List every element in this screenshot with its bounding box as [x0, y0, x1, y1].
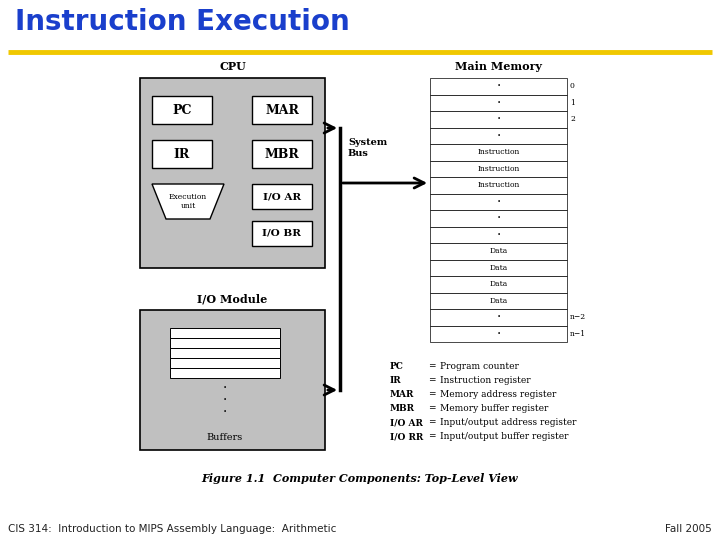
Text: 1: 1: [570, 99, 575, 107]
Text: ·: ·: [496, 96, 500, 110]
Bar: [252, 96, 312, 124]
Bar: [430, 160, 567, 177]
Text: ·: ·: [496, 211, 500, 225]
Bar: [430, 94, 567, 111]
Text: I/O AR: I/O AR: [263, 192, 301, 201]
Bar: [430, 210, 567, 226]
Text: =: =: [428, 418, 436, 427]
Text: MBR: MBR: [390, 404, 415, 413]
Text: MAR: MAR: [390, 390, 415, 399]
Bar: [430, 326, 567, 342]
Text: n−1: n−1: [570, 330, 586, 338]
Text: Buffers: Buffers: [207, 434, 243, 442]
Text: Execution
unit: Execution unit: [169, 193, 207, 210]
Text: 0: 0: [570, 82, 575, 90]
Bar: [430, 111, 567, 127]
Text: =: =: [428, 362, 436, 371]
Text: n−2: n−2: [570, 313, 586, 321]
Text: MAR: MAR: [265, 104, 299, 117]
Text: Instruction register: Instruction register: [440, 376, 531, 385]
Bar: [430, 193, 567, 210]
Text: Main Memory: Main Memory: [455, 61, 542, 72]
Text: PC: PC: [390, 362, 404, 371]
Bar: [430, 144, 567, 160]
Bar: [152, 140, 212, 168]
Bar: [170, 368, 280, 378]
Bar: [252, 221, 312, 246]
Text: ·: ·: [496, 327, 500, 341]
Text: Figure 1.1  Computer Components: Top-Level View: Figure 1.1 Computer Components: Top-Leve…: [202, 473, 518, 484]
Text: Instruction Execution: Instruction Execution: [15, 8, 350, 36]
Bar: [430, 226, 567, 243]
Bar: [252, 184, 312, 209]
Text: Program counter: Program counter: [440, 362, 519, 371]
Text: Input/output buffer register: Input/output buffer register: [440, 432, 569, 441]
Text: Instruction: Instruction: [477, 181, 520, 189]
Bar: [430, 276, 567, 293]
Text: Instruction: Instruction: [477, 148, 520, 156]
Bar: [152, 96, 212, 124]
Text: I/O BR: I/O BR: [263, 229, 302, 238]
Text: 2: 2: [570, 115, 575, 123]
Bar: [430, 309, 567, 326]
Text: I/O AR: I/O AR: [390, 418, 423, 427]
Bar: [170, 358, 280, 368]
Bar: [430, 127, 567, 144]
Text: CPU: CPU: [219, 61, 246, 72]
Text: Input/output address register: Input/output address register: [440, 418, 577, 427]
Text: Data: Data: [490, 264, 508, 272]
Text: ·: ·: [222, 405, 228, 419]
Text: Data: Data: [490, 247, 508, 255]
Text: Fall 2005: Fall 2005: [665, 524, 712, 534]
Text: IR: IR: [390, 376, 402, 385]
Text: ·: ·: [496, 79, 500, 93]
Text: Memory address register: Memory address register: [440, 390, 557, 399]
Text: Data: Data: [490, 280, 508, 288]
Bar: [252, 140, 312, 168]
Text: =: =: [428, 404, 436, 413]
Text: PC: PC: [172, 104, 192, 117]
Bar: [430, 177, 567, 193]
Text: Instruction: Instruction: [477, 165, 520, 173]
Bar: [430, 260, 567, 276]
Text: I/O Module: I/O Module: [197, 293, 268, 304]
Text: =: =: [428, 376, 436, 385]
Text: ·: ·: [496, 112, 500, 126]
Bar: [430, 293, 567, 309]
Bar: [140, 78, 325, 268]
Text: I/O RR: I/O RR: [390, 432, 423, 441]
Text: System
Bus: System Bus: [348, 138, 387, 158]
Polygon shape: [152, 184, 224, 219]
Text: =: =: [428, 390, 436, 399]
Text: ·: ·: [496, 310, 500, 324]
Bar: [140, 310, 325, 450]
Text: =: =: [428, 432, 436, 441]
Text: MBR: MBR: [265, 147, 300, 160]
Text: Data: Data: [490, 297, 508, 305]
Bar: [170, 338, 280, 348]
Text: ·: ·: [496, 195, 500, 209]
Bar: [170, 348, 280, 358]
Text: ·: ·: [222, 393, 228, 407]
Text: ·: ·: [496, 129, 500, 143]
Text: CIS 314:  Introduction to MIPS Assembly Language:  Arithmetic: CIS 314: Introduction to MIPS Assembly L…: [8, 524, 336, 534]
Text: IR: IR: [174, 147, 190, 160]
Bar: [430, 78, 567, 94]
Text: ·: ·: [222, 381, 228, 395]
Text: ·: ·: [496, 228, 500, 242]
Bar: [430, 243, 567, 260]
Text: Memory buffer register: Memory buffer register: [440, 404, 549, 413]
Bar: [170, 328, 280, 338]
